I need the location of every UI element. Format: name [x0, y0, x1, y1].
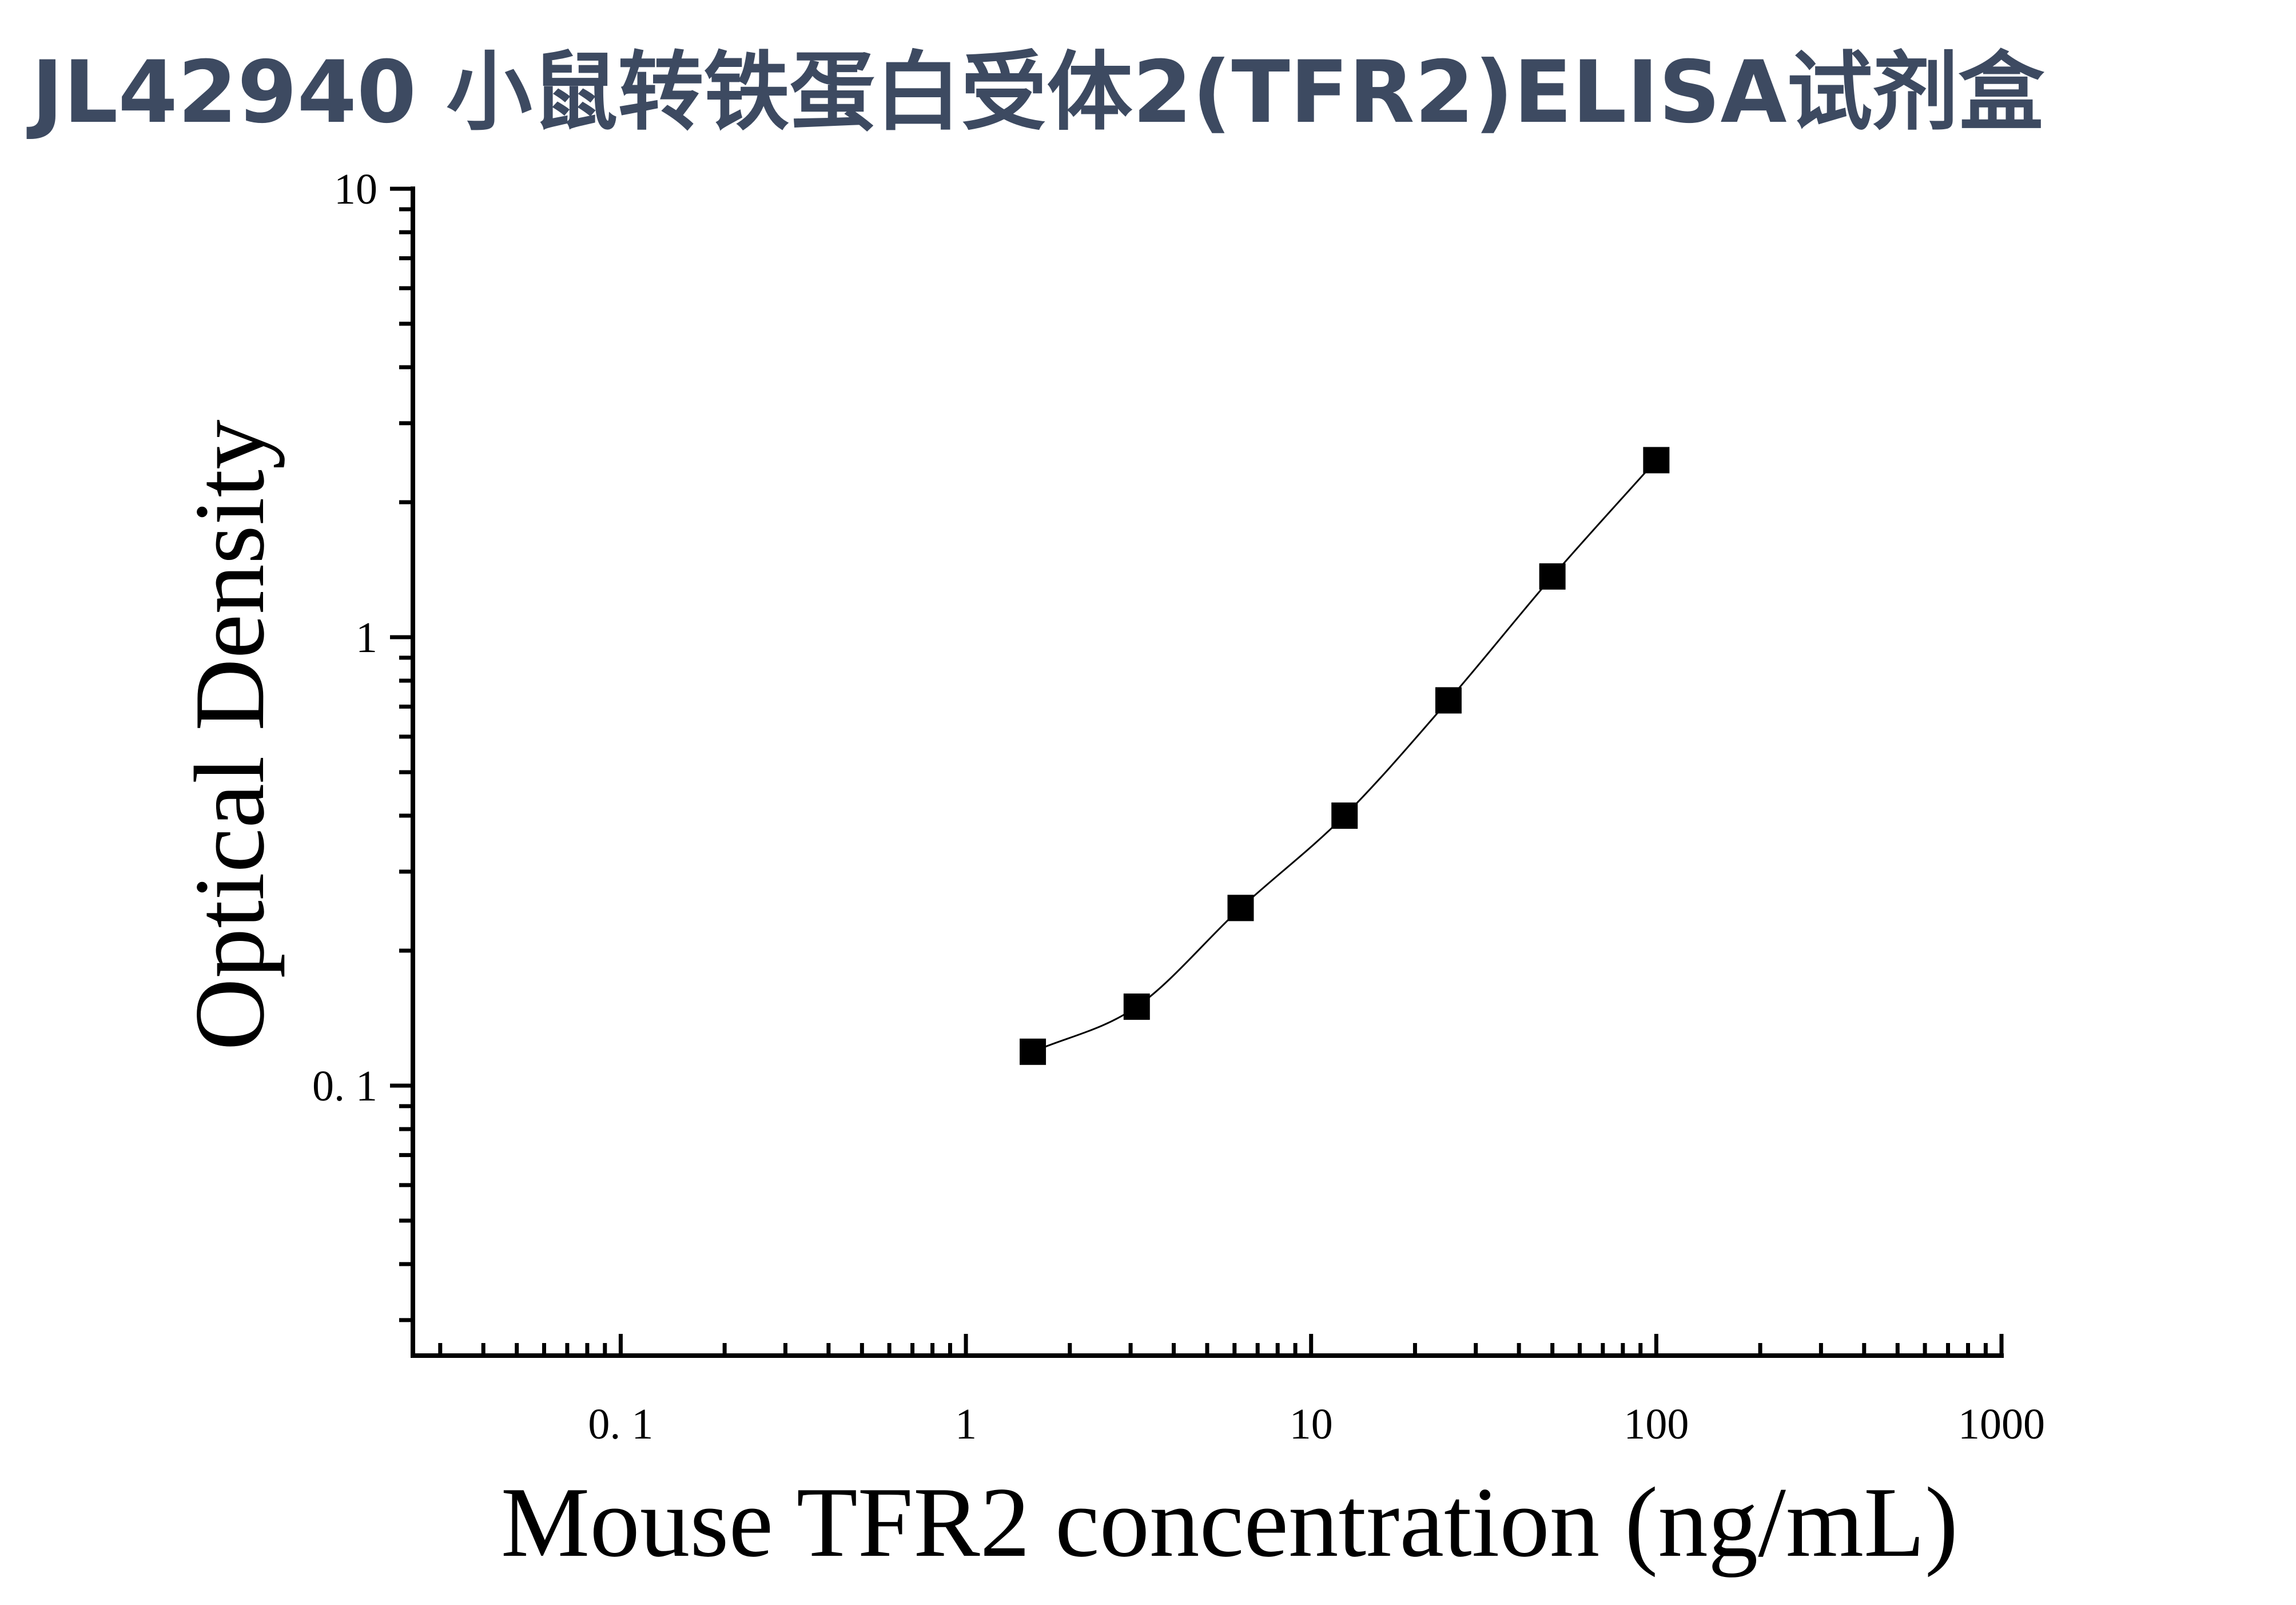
data-points — [1020, 447, 1670, 1065]
y-axis-title: Optical Density — [174, 419, 285, 1050]
data-point — [1020, 1038, 1046, 1065]
data-point — [1331, 802, 1358, 829]
x-tick-label: 10 — [1290, 1400, 1333, 1448]
data-point — [1643, 447, 1670, 474]
y-tick-label: 0. 1 — [312, 1062, 377, 1110]
fit-curve — [1032, 459, 1657, 1053]
data-point — [1539, 563, 1566, 590]
x-tick-label: 100 — [1623, 1400, 1689, 1448]
x-tick-label: 1 — [955, 1400, 977, 1448]
x-tick-label: 1000 — [1958, 1400, 2045, 1448]
data-point — [1123, 993, 1150, 1020]
chart-ticks: 0. 1 1 10 100 1000 0. 1 1 10 — [312, 165, 2045, 1448]
y-tick-label: 1 — [356, 614, 377, 662]
chart-axes — [411, 186, 2004, 1358]
page-title: JL42940 小鼠转铁蛋白受体2(TFR2)ELISA试剂盒 — [31, 43, 2044, 142]
data-point — [1227, 895, 1254, 921]
fit-curve-group — [1032, 459, 1657, 1053]
data-point — [1435, 687, 1462, 714]
x-tick-label: 0. 1 — [588, 1400, 653, 1448]
x-axis-title: Mouse TFR2 concentration (ng/mL) — [501, 1467, 1958, 1578]
y-tick-label: 10 — [334, 165, 377, 213]
